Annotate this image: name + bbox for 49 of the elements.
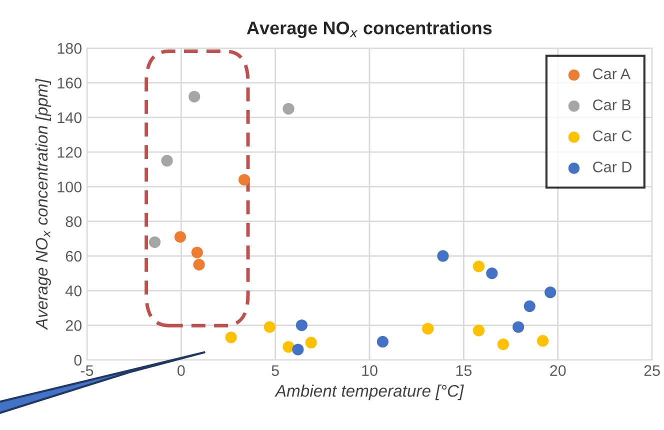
point [296, 319, 308, 332]
point [264, 321, 276, 333]
y-tick-label: 100 [58, 182, 82, 192]
point [188, 90, 200, 102]
y-tick-label: 140 [58, 112, 82, 124]
point [524, 300, 536, 312]
y-tick-label: 20 [66, 320, 82, 331]
x-tick-label: -5 [80, 365, 94, 376]
y-tick-label: 0 [74, 354, 82, 366]
x-tick-label: 25 [644, 365, 660, 376]
point [544, 286, 556, 298]
point [486, 268, 498, 280]
point [305, 336, 317, 348]
point [161, 154, 173, 167]
y-tick-label: 160 [58, 78, 82, 88]
point [282, 341, 294, 353]
x-tick-label: 10 [362, 365, 378, 376]
legend-label: Car A [593, 68, 630, 80]
point [472, 260, 485, 272]
chart-title: Average NO$_{x}$ concentrations [246, 21, 492, 38]
y-tick-label: 40 [65, 286, 82, 296]
legend-label: Car C [593, 130, 632, 142]
point [472, 324, 485, 336]
x-tick-label: 20 [550, 365, 566, 376]
point [282, 102, 294, 115]
point [376, 336, 389, 348]
x-tick-label: 0 [178, 365, 185, 376]
y-tick-label: 60 [66, 250, 82, 262]
y-tick-label: 120 [58, 146, 82, 158]
point [193, 258, 205, 270]
point [437, 250, 449, 262]
point [225, 332, 237, 344]
x-tick-label: 15 [456, 365, 472, 376]
point [422, 322, 434, 335]
y-axis-title: Average NO$_{x}$ concentration [ppm] [35, 78, 51, 330]
x-axis-title: Ambient temperature [°C] [274, 384, 464, 400]
point [292, 344, 304, 356]
x-tick-label: 5 [272, 365, 279, 376]
point [238, 174, 250, 186]
legend-label: Car B [593, 99, 631, 110]
point [191, 246, 203, 258]
point [174, 231, 186, 243]
y-tick-label: 180 [58, 43, 82, 54]
point [536, 335, 549, 347]
point [148, 236, 161, 248]
point [512, 321, 524, 333]
y-tick-label: 80 [66, 216, 82, 228]
point [497, 338, 510, 350]
legend-label: Car D [593, 162, 632, 172]
